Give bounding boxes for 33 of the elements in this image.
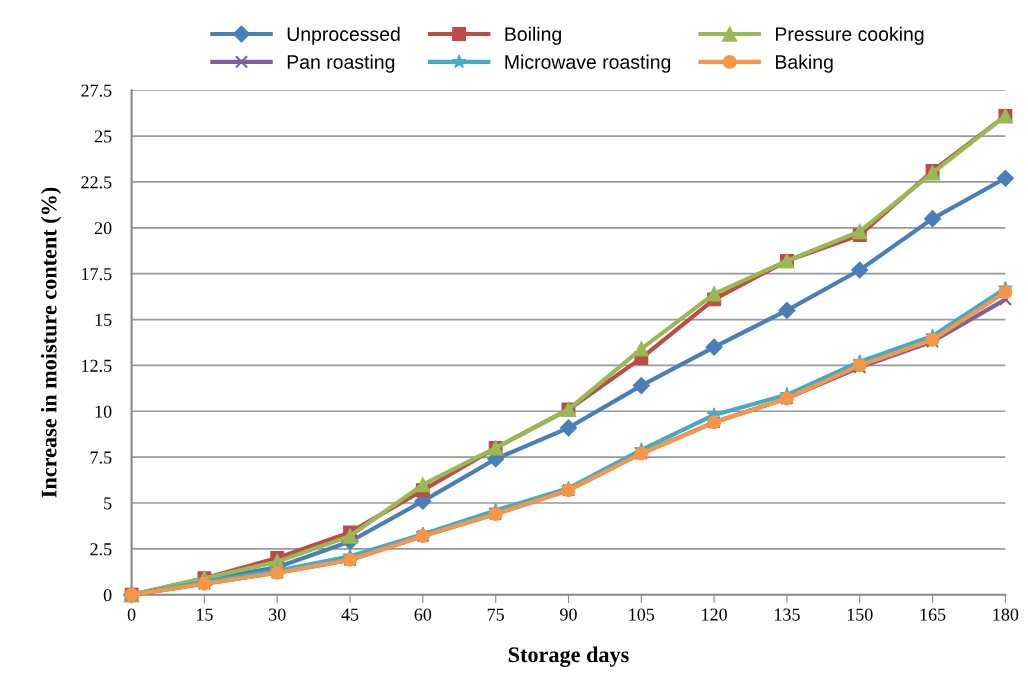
legend-label: Microwave roasting (505, 54, 671, 73)
x-tick-label: 75 (487, 608, 504, 621)
x-tick-label: 15 (196, 608, 213, 621)
x-tick-label: 150 (847, 608, 873, 621)
y-tick-label: 17.5 (82, 268, 112, 281)
x-tick-label: 30 (269, 608, 286, 621)
x-tick-label: 60 (414, 608, 432, 621)
legend-label: Baking (775, 54, 833, 73)
x-tick-label: 180 (993, 608, 1019, 621)
legend-label: Pan roasting (287, 54, 395, 73)
x-tick-label: 165 (920, 608, 946, 621)
x-tick-label: 105 (629, 608, 655, 621)
y-tick-label: 27.5 (81, 84, 112, 97)
legend-label: Unprocessed (287, 26, 400, 45)
y-tick-label: 22.5 (81, 176, 112, 189)
x-axis-title: Storage days (508, 646, 629, 667)
y-tick-label: 5 (104, 497, 112, 510)
x-tick-label: 45 (341, 608, 359, 621)
y-tick-label: 0 (103, 589, 112, 602)
x-tick-label: 135 (774, 608, 800, 621)
y-tick-label: 20 (94, 222, 112, 235)
legend-label: Pressure cooking (775, 26, 924, 45)
y-tick-label: 15 (95, 313, 112, 326)
y-tick-label: 25 (94, 130, 112, 143)
y-tick-label: 2.5 (90, 543, 112, 556)
y-tick-label: 12.5 (82, 359, 112, 372)
x-tick-label: 120 (702, 608, 727, 621)
x-tick-label: 0 (127, 608, 136, 621)
y-axis-title: Increase in moisture content (%) (40, 187, 62, 498)
y-tick-label: 10 (95, 405, 112, 418)
legend-label: Boiling (505, 26, 561, 45)
x-tick-label: 90 (560, 608, 577, 621)
y-tick-label: 7.5 (90, 451, 112, 464)
